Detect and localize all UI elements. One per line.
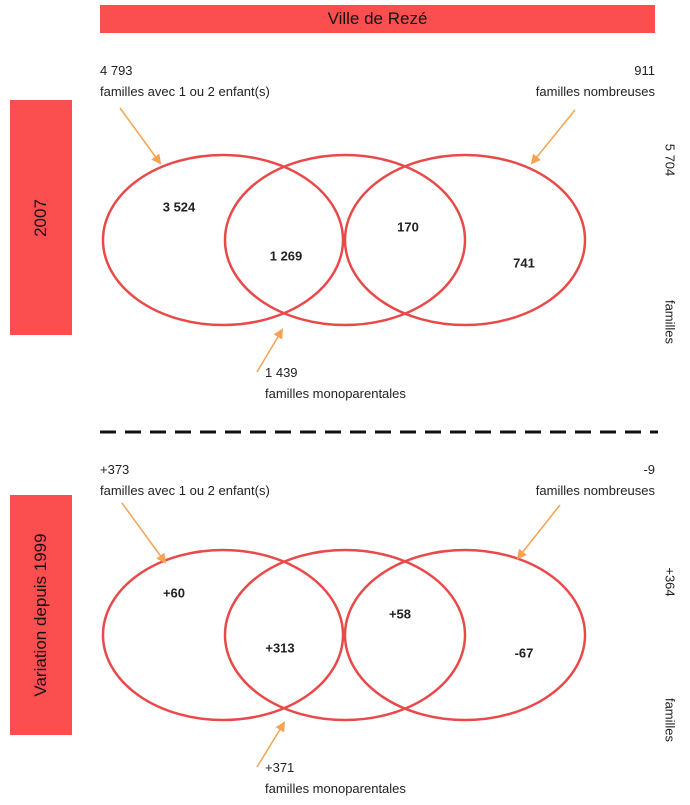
venn-variation — [101, 548, 587, 722]
region-middle-right: 170 — [397, 219, 419, 235]
tab-variation-depuis-1999: Variation depuis 1999 — [10, 495, 72, 735]
label-familles-1-2-enfants: 4 793 familles avec 1 ou 2 enfant(s) — [100, 60, 270, 102]
arrow-familles-nombreuses — [516, 504, 561, 560]
caption: familles monoparentales — [265, 386, 406, 401]
caption: familles monoparentales — [265, 781, 406, 796]
region-middle-right: +58 — [388, 606, 412, 622]
ellipse-familles-nombreuses — [343, 153, 587, 327]
region-right-only: -67 — [514, 645, 534, 661]
value: +371 — [265, 760, 295, 775]
arrow-familles-nombreuses — [530, 109, 576, 165]
label-familles-nombreuses: -9 familles nombreuses — [536, 459, 655, 501]
ellipse-familles-monoparentales — [223, 153, 467, 327]
value: 1 439 — [265, 365, 298, 380]
value: -9 — [643, 462, 655, 477]
caption: familles avec 1 ou 2 enfant(s) — [100, 483, 270, 498]
label-familles-nombreuses: 911 familles nombreuses — [536, 60, 655, 102]
region-left-only: 3 524 — [162, 199, 196, 215]
total-value: +364 — [662, 567, 678, 597]
venn-2007 — [101, 153, 587, 327]
total-label: familles — [662, 697, 678, 743]
label-familles-monoparentales: +371 familles monoparentales — [265, 757, 406, 799]
label-familles-1-2-enfants: +373 familles avec 1 ou 2 enfant(s) — [100, 459, 270, 501]
arrow-familles-1-2-enfants — [121, 502, 167, 564]
tab-2007: 2007 — [10, 100, 72, 335]
page-title: Ville de Rezé — [100, 5, 655, 33]
ellipse-familles-1-2-enfants — [101, 153, 345, 327]
caption: familles nombreuses — [535, 483, 655, 498]
ellipse-familles-monoparentales — [223, 548, 467, 722]
arrow-familles-monoparentales — [256, 721, 286, 768]
ellipse-familles-nombreuses — [343, 548, 587, 722]
value: 911 — [634, 63, 655, 78]
value: 4 793 — [100, 63, 133, 78]
total-label: familles — [662, 299, 678, 345]
arrow-familles-monoparentales — [256, 328, 284, 373]
region-left-only: +60 — [162, 585, 186, 601]
caption: familles nombreuses — [535, 84, 655, 99]
caption: familles avec 1 ou 2 enfant(s) — [100, 84, 270, 99]
region-left-middle: 1 269 — [269, 248, 303, 264]
total-value: 5 704 — [662, 143, 678, 177]
region-left-middle: +313 — [265, 640, 295, 656]
label-familles-monoparentales: 1 439 familles monoparentales — [265, 362, 406, 404]
tab-label: 2007 — [31, 198, 50, 237]
ellipse-familles-1-2-enfants — [101, 548, 345, 722]
value: +373 — [100, 462, 130, 477]
arrow-familles-1-2-enfants — [119, 107, 162, 165]
tab-label: Variation depuis 1999 — [31, 533, 50, 697]
region-right-only: 741 — [513, 255, 535, 271]
